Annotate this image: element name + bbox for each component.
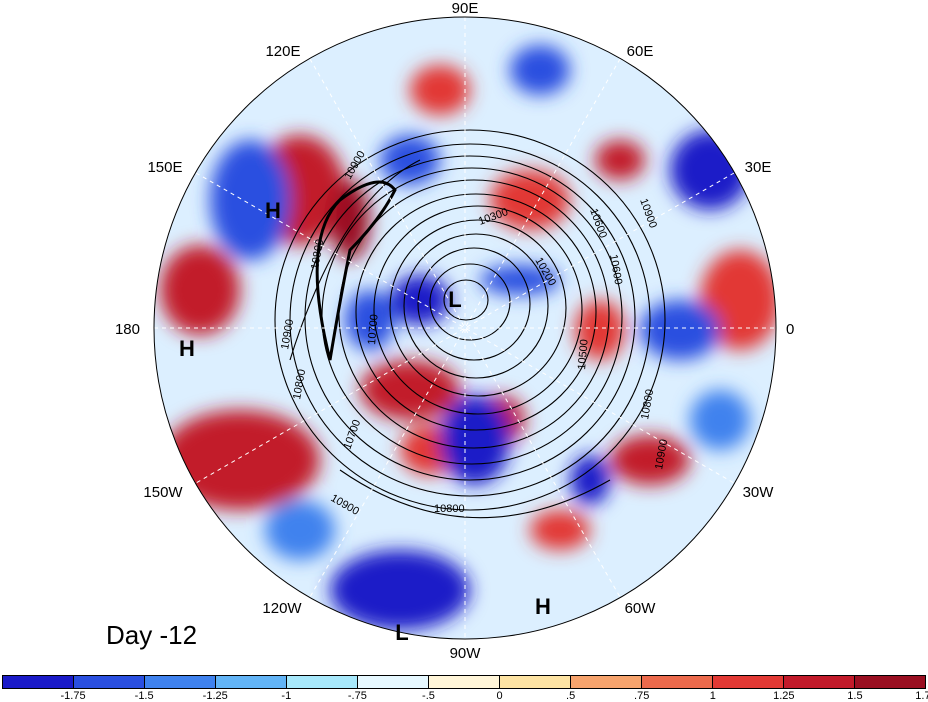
contour-label: 10900: [653, 438, 670, 470]
lon-label-150e: 150E: [147, 159, 182, 176]
colorbar-tick-label: 1: [709, 690, 716, 702]
lon-label-0: 0: [786, 321, 794, 338]
colorbar-tick-label: -1.75: [60, 690, 86, 702]
colorbar-segment: [571, 676, 642, 688]
contour-label: 10800: [309, 238, 326, 270]
lon-label-30e: 30E: [745, 159, 772, 176]
lon-label-120w: 120W: [262, 600, 302, 617]
colorbar-tick-label: 0: [496, 690, 503, 702]
colorbar-segment: [855, 676, 925, 688]
colorbar-tick-label: 1.25: [773, 690, 795, 702]
lon-label-180: 180: [115, 321, 140, 338]
colorbar-tick-label: -.5: [422, 690, 435, 702]
colorbar-tick-label: .75: [634, 690, 650, 702]
low-center-label: L: [395, 620, 408, 645]
lon-label-90e: 90E: [452, 0, 479, 17]
high-center-label: H: [265, 198, 281, 223]
contour-label: 10800: [434, 503, 465, 515]
lon-label-150w: 150W: [143, 484, 183, 501]
colorbar-tick-label: -1.5: [134, 690, 154, 702]
colorbar-segment: [358, 676, 429, 688]
contour-label: 10800: [639, 388, 656, 420]
panel-day-label: Day -12: [106, 620, 198, 650]
map-boundary: [153, 16, 777, 640]
contour-label: 10500: [576, 339, 591, 371]
colorbar-tick-label: 1.5: [847, 690, 863, 702]
contour-label: 10800: [291, 368, 308, 400]
low-center-label: L: [448, 287, 461, 312]
contour-label: 10600: [607, 253, 624, 285]
colorbar-segment: [145, 676, 216, 688]
lon-label-120e: 120E: [265, 43, 300, 60]
colorbar-segment: [429, 676, 500, 688]
colorbar-ticks: -1.75 -1.5 -1.25 -1 -.75 -.5 0 .5 .75 1 1.25 1.5 1.7…: [2, 690, 928, 702]
colorbar-segment: [74, 676, 145, 688]
anomaly-shading: [154, 17, 776, 639]
colorbar-segment: [3, 676, 74, 688]
colorbar-segment: [713, 676, 784, 688]
bold-contours: [315, 180, 397, 361]
contour-label: 10900: [279, 318, 296, 350]
colorbar-segment: [500, 676, 571, 688]
contour-label: 10700: [366, 314, 381, 346]
colorbar-tick-label: .5: [566, 690, 576, 702]
colorbar-segment: [216, 676, 287, 688]
colorbar-tick-label: -.75: [347, 690, 367, 702]
colorbar: [2, 675, 926, 689]
colorbar-tick-label: -1: [281, 690, 292, 702]
colorbar-segment: [287, 676, 358, 688]
colorbar-tick-label: 1.75: [915, 690, 928, 702]
lon-label-90w: 90W: [450, 645, 482, 662]
pressure-centers: L H H H L: [179, 198, 551, 645]
lon-label-30w: 30W: [743, 484, 775, 501]
lon-label-60e: 60E: [627, 43, 654, 60]
colorbar-segment: [784, 676, 855, 688]
colorbar-segment: [642, 676, 713, 688]
lon-label-60w: 60W: [625, 600, 657, 617]
colorbar-tick-label: -1.25: [202, 690, 228, 702]
high-center-label: H: [535, 594, 551, 619]
high-center-label: H: [179, 336, 195, 361]
